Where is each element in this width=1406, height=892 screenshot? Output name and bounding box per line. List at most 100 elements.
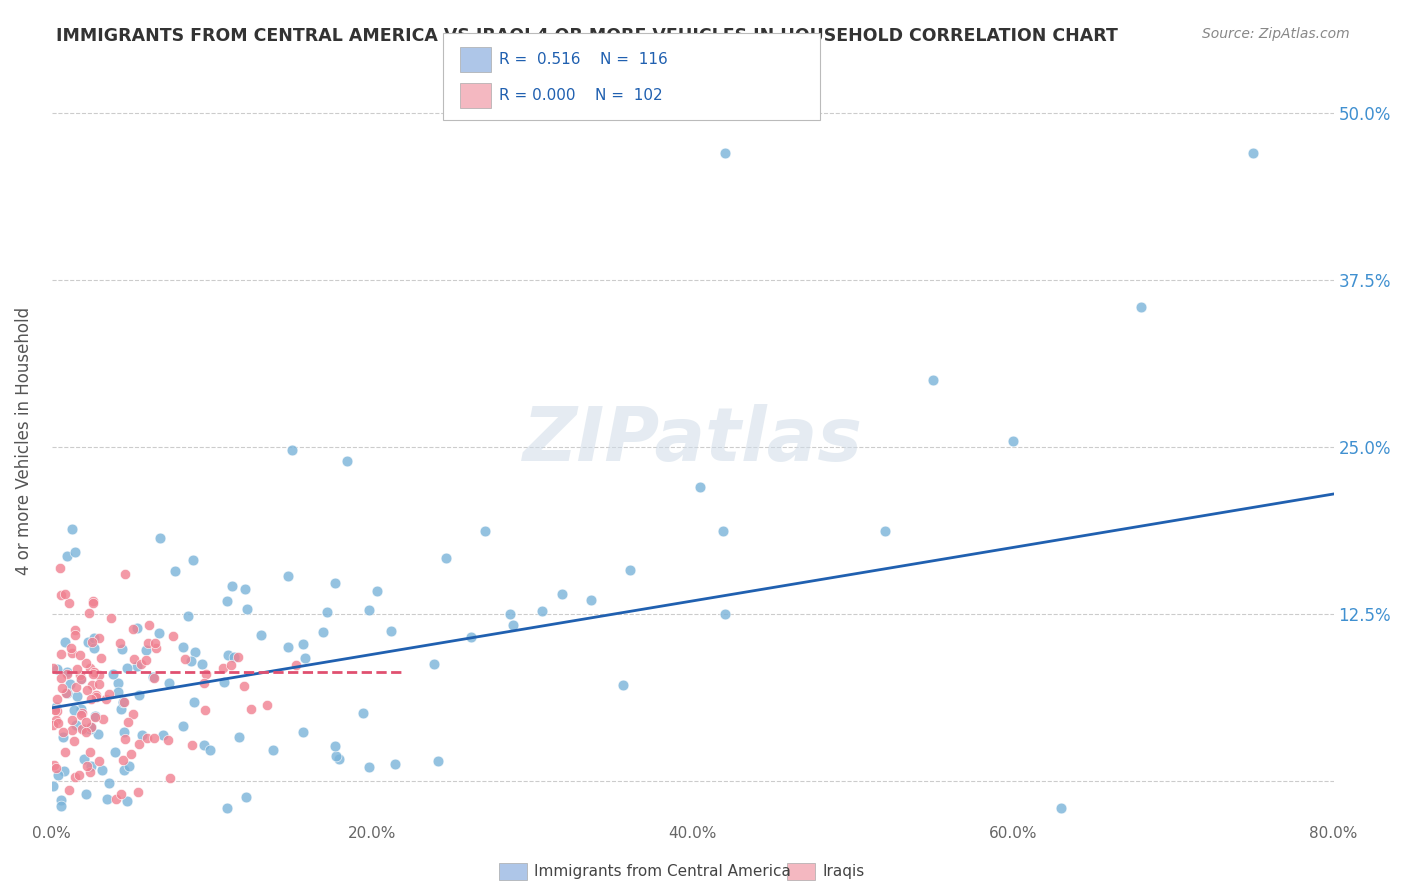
- Point: [129, 657, 152, 672]
- Point: [49, 647, 72, 661]
- Point: [60, 522, 83, 536]
- Point: [228, 730, 250, 744]
- Point: [619, 563, 641, 577]
- Point: [117, 794, 139, 808]
- Point: [1130, 300, 1153, 314]
- Point: [49, 560, 72, 574]
- Point: [131, 728, 153, 742]
- Point: [145, 640, 167, 655]
- Point: [127, 785, 149, 799]
- Point: [62, 733, 84, 747]
- Point: [45, 713, 67, 727]
- Point: [217, 648, 239, 662]
- Point: [56, 666, 79, 681]
- Point: [1002, 434, 1025, 448]
- Point: [66, 689, 89, 703]
- Point: [214, 674, 236, 689]
- Point: [84, 710, 107, 724]
- Point: [172, 719, 194, 733]
- Point: [80, 692, 103, 706]
- Point: [65, 718, 87, 732]
- Point: [60, 723, 83, 738]
- Point: [551, 587, 574, 601]
- Point: [579, 592, 602, 607]
- Point: [110, 702, 132, 716]
- Point: [75, 715, 97, 730]
- Point: [101, 666, 124, 681]
- Point: [96, 691, 118, 706]
- Point: [45, 691, 67, 706]
- Point: [194, 703, 217, 717]
- Point: [90, 651, 112, 665]
- Point: [111, 754, 134, 768]
- Point: [294, 650, 316, 665]
- Point: [152, 728, 174, 742]
- Text: Immigrants from Central America: Immigrants from Central America: [534, 864, 792, 879]
- Point: [336, 454, 359, 468]
- Point: [83, 631, 105, 645]
- Point: [157, 676, 180, 690]
- Point: [70, 673, 93, 687]
- Point: [67, 767, 90, 781]
- Point: [75, 657, 97, 671]
- Point: [157, 732, 180, 747]
- Point: [142, 670, 165, 684]
- Point: [45, 704, 67, 718]
- Point: [52, 731, 75, 745]
- Point: [80, 721, 103, 735]
- Point: [53, 635, 76, 649]
- Point: [221, 579, 243, 593]
- Point: [285, 658, 308, 673]
- Point: [212, 661, 235, 675]
- Point: [53, 587, 76, 601]
- Point: [45, 662, 67, 676]
- Point: [90, 764, 112, 778]
- Point: [143, 636, 166, 650]
- Point: [121, 622, 143, 636]
- Point: [42, 779, 65, 793]
- Point: [48, 824, 70, 838]
- Point: [70, 722, 93, 736]
- Point: [236, 602, 259, 616]
- Point: [249, 628, 271, 642]
- Point: [325, 748, 347, 763]
- Point: [112, 695, 135, 709]
- Point: [89, 667, 111, 681]
- Point: [42, 661, 65, 675]
- Point: [45, 699, 67, 714]
- Point: [384, 757, 406, 772]
- Point: [159, 771, 181, 785]
- Point: [100, 611, 122, 625]
- Point: [135, 653, 157, 667]
- Point: [226, 650, 249, 665]
- Point: [184, 644, 207, 658]
- Point: [44, 702, 66, 716]
- Point: [127, 621, 149, 635]
- Point: [84, 690, 107, 705]
- Point: [51, 681, 73, 696]
- Point: [107, 685, 129, 699]
- Point: [222, 649, 245, 664]
- Point: [183, 695, 205, 709]
- Point: [122, 706, 145, 721]
- Point: [110, 636, 132, 650]
- Point: [80, 720, 103, 734]
- Point: [191, 657, 214, 672]
- Point: [172, 640, 194, 655]
- Point: [193, 676, 215, 690]
- Point: [91, 712, 114, 726]
- Text: Iraqis: Iraqis: [823, 864, 865, 879]
- Point: [359, 760, 381, 774]
- Y-axis label: 4 or more Vehicles in Household: 4 or more Vehicles in Household: [15, 307, 32, 574]
- Point: [66, 662, 89, 676]
- Point: [98, 776, 121, 790]
- Point: [83, 709, 105, 723]
- Point: [922, 373, 945, 387]
- Point: [58, 677, 80, 691]
- Point: [55, 549, 77, 563]
- Point: [380, 624, 402, 639]
- Point: [125, 659, 148, 673]
- Point: [180, 653, 202, 667]
- Point: [142, 731, 165, 746]
- Point: [72, 706, 94, 720]
